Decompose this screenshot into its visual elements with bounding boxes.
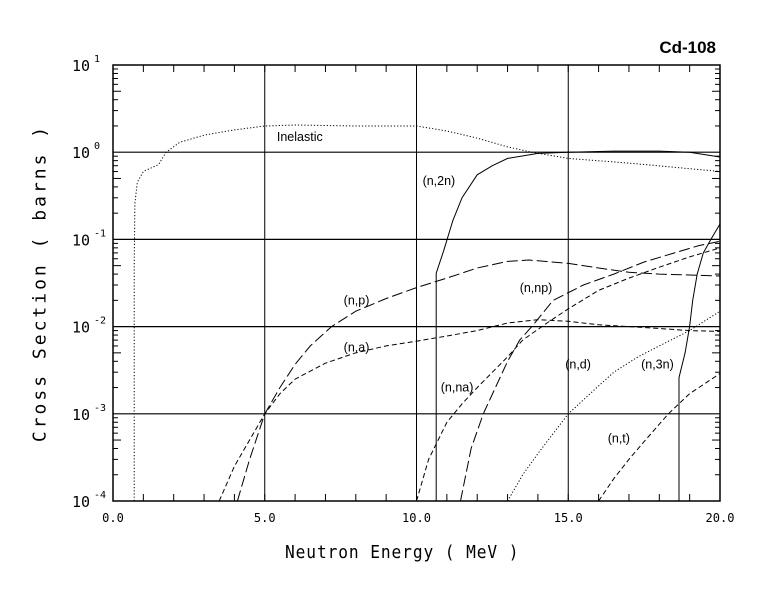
x-axis-label: Neutron Energy ( MeV ) (285, 542, 520, 563)
series-line-n-na (416, 247, 721, 502)
series-line-n-2n (435, 150, 721, 501)
series-line-n-np (460, 240, 721, 502)
series-label-n-t: (n,t) (608, 431, 630, 445)
series-label-n-d: (n,d) (565, 358, 591, 372)
y-tick-label-exponent: -4 (94, 490, 106, 501)
y-tick-label-exponent: 0 (94, 141, 100, 152)
y-tick-label-base: 10 (72, 319, 90, 337)
y-tick-label-base: 10 (72, 144, 90, 162)
chart-title: Cd-108 (659, 38, 716, 57)
x-tick-label: 0.0 (102, 511, 124, 525)
x-tick-label: 20.0 (706, 511, 735, 525)
series-line-n-t (598, 373, 721, 502)
x-tick-label: 5.0 (254, 511, 276, 525)
y-tick-label-base: 10 (72, 57, 90, 75)
x-tick-label: 10.0 (402, 511, 431, 525)
series-label-n-a: (n,a) (344, 340, 370, 354)
y-tick-label-exponent: -3 (94, 403, 106, 414)
series-label-n-2n: (n,2n) (423, 174, 456, 188)
series-line-n-3n (678, 223, 721, 501)
y-tick-label-base: 10 (72, 493, 90, 511)
series-line-n-a (218, 319, 721, 502)
series-line-n-d (507, 310, 721, 502)
series-label-n-3n: (n,3n) (641, 358, 674, 372)
series-line-n-p (236, 259, 721, 502)
series-label-inelastic: Inelastic (277, 130, 323, 144)
series-label-n-np: (n,np) (520, 281, 553, 295)
series-label-n-p: (n,p) (344, 293, 370, 307)
y-tick-label-exponent: -2 (94, 316, 106, 327)
series-label-n-na: (n,na) (441, 381, 474, 395)
y-tick-label-base: 10 (72, 406, 90, 424)
y-tick-label-base: 10 (72, 231, 90, 249)
y-tick-label-exponent: -1 (94, 228, 106, 239)
x-tick-label: 15.0 (554, 511, 583, 525)
y-tick-label-exponent: 1 (94, 54, 100, 65)
